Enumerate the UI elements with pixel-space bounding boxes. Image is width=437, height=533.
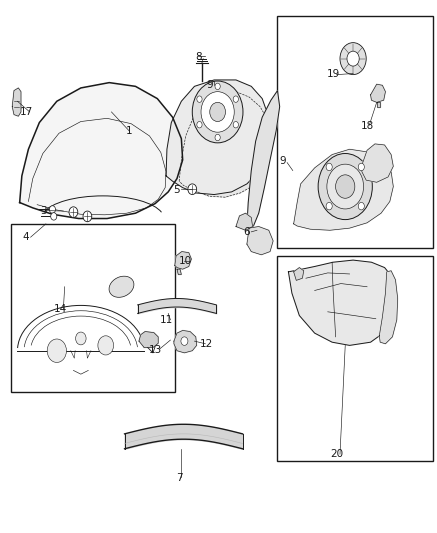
Polygon shape bbox=[247, 227, 273, 255]
Circle shape bbox=[201, 92, 234, 132]
Polygon shape bbox=[294, 268, 304, 280]
Circle shape bbox=[181, 337, 188, 345]
Polygon shape bbox=[377, 102, 380, 107]
Circle shape bbox=[215, 134, 220, 141]
Text: 5: 5 bbox=[173, 185, 180, 195]
Bar bbox=[11, 224, 175, 392]
Text: 14: 14 bbox=[54, 304, 67, 314]
Circle shape bbox=[192, 81, 243, 143]
Circle shape bbox=[98, 336, 114, 355]
Text: 9: 9 bbox=[206, 80, 213, 90]
Circle shape bbox=[197, 122, 202, 128]
Polygon shape bbox=[371, 84, 385, 102]
Circle shape bbox=[51, 213, 57, 220]
Bar bbox=[277, 16, 433, 248]
Text: 19: 19 bbox=[326, 69, 340, 78]
Text: 18: 18 bbox=[361, 122, 374, 131]
Circle shape bbox=[358, 163, 364, 171]
Polygon shape bbox=[166, 80, 270, 195]
Circle shape bbox=[336, 175, 355, 198]
Circle shape bbox=[318, 154, 372, 220]
Polygon shape bbox=[175, 252, 191, 269]
Text: 13: 13 bbox=[149, 345, 162, 354]
Polygon shape bbox=[177, 269, 181, 274]
Circle shape bbox=[69, 207, 78, 217]
Circle shape bbox=[210, 102, 225, 122]
Polygon shape bbox=[139, 332, 158, 348]
Polygon shape bbox=[179, 92, 272, 197]
Text: 11: 11 bbox=[160, 315, 173, 325]
Polygon shape bbox=[288, 260, 397, 345]
Circle shape bbox=[340, 43, 366, 75]
Circle shape bbox=[215, 83, 220, 90]
Polygon shape bbox=[294, 149, 393, 230]
Polygon shape bbox=[362, 144, 393, 182]
Circle shape bbox=[47, 339, 66, 362]
Circle shape bbox=[49, 206, 55, 213]
Polygon shape bbox=[20, 83, 183, 219]
Polygon shape bbox=[236, 213, 253, 230]
Text: 10: 10 bbox=[179, 256, 192, 266]
Text: 8: 8 bbox=[195, 52, 202, 62]
Circle shape bbox=[327, 164, 364, 209]
Text: 1: 1 bbox=[125, 126, 132, 135]
Circle shape bbox=[233, 96, 239, 102]
Polygon shape bbox=[379, 271, 398, 344]
Circle shape bbox=[83, 211, 92, 222]
Bar bbox=[277, 256, 433, 461]
Text: 3: 3 bbox=[40, 206, 47, 215]
Text: 20: 20 bbox=[330, 449, 343, 459]
Circle shape bbox=[188, 184, 197, 195]
Circle shape bbox=[326, 203, 332, 210]
Polygon shape bbox=[12, 88, 21, 116]
Text: 6: 6 bbox=[243, 228, 250, 237]
Text: 17: 17 bbox=[20, 107, 33, 117]
Circle shape bbox=[326, 163, 332, 171]
Circle shape bbox=[76, 332, 86, 345]
Circle shape bbox=[358, 203, 364, 210]
Ellipse shape bbox=[109, 276, 134, 297]
Polygon shape bbox=[247, 91, 280, 228]
Text: 12: 12 bbox=[200, 340, 213, 349]
Circle shape bbox=[233, 122, 239, 128]
Text: 4: 4 bbox=[22, 232, 29, 242]
Text: 7: 7 bbox=[176, 473, 183, 482]
Text: 9: 9 bbox=[280, 157, 287, 166]
Circle shape bbox=[197, 96, 202, 102]
Polygon shape bbox=[174, 330, 197, 353]
Circle shape bbox=[347, 51, 359, 66]
